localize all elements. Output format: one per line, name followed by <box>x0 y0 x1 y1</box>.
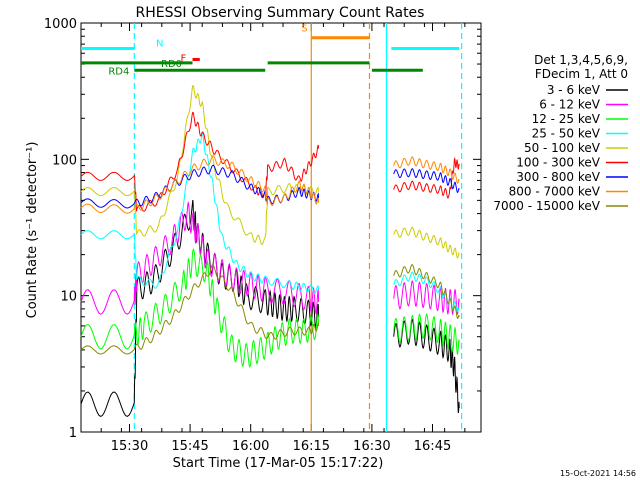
series-line <box>393 263 460 320</box>
y-tick-label: 10 <box>60 290 77 305</box>
series-line <box>80 84 320 245</box>
legend-header: FDecim 1, Att 0 <box>535 67 628 81</box>
flag-label: F <box>181 53 187 64</box>
series-line <box>393 168 460 194</box>
series-line <box>80 164 320 209</box>
series-line <box>393 313 460 356</box>
series-line <box>80 111 320 212</box>
y-tick-label: 1 <box>69 426 77 441</box>
x-tick-label: 16:30 <box>353 439 390 454</box>
x-tick-label: 15:45 <box>171 439 208 454</box>
flag-label: N <box>156 39 163 50</box>
legend-entry-label: 6 - 12 keV <box>539 98 601 112</box>
legend-entry-label: 7000 - 15000 keV <box>493 199 600 213</box>
x-tick-label: 16:00 <box>232 439 269 454</box>
series-line <box>80 130 320 295</box>
x-axis-label: Start Time (17-Mar-05 15:17:22) <box>173 456 384 471</box>
footer-date: 15-Oct-2021 14:56 <box>560 469 636 478</box>
x-tick-label: 16:45 <box>414 439 451 454</box>
legend-entry-label: 50 - 100 keV <box>524 141 601 155</box>
series-line <box>80 199 320 417</box>
chart-title: RHESSI Observing Summary Count Rates <box>136 5 425 21</box>
y-tick-label: 1000 <box>44 17 77 32</box>
series-line <box>393 156 460 184</box>
series-line <box>393 226 460 259</box>
series-line <box>80 248 320 368</box>
flag-label: S <box>301 24 307 35</box>
legend-entry-label: 3 - 6 keV <box>547 83 601 97</box>
flag-label: RD0 <box>161 59 182 70</box>
axes-frame <box>80 22 482 433</box>
x-tick-label: 16:15 <box>293 439 330 454</box>
y-axis-label: Count Rate (s⁻¹ detector⁻¹) <box>25 142 40 319</box>
series-line <box>393 157 460 199</box>
legend-header: Det 1,3,4,5,6,9, <box>534 53 628 67</box>
legend-entry-label: 100 - 300 keV <box>516 156 600 170</box>
y-tick-label: 100 <box>52 153 77 168</box>
series-line <box>80 155 320 214</box>
flag-label: RD4 <box>108 66 129 77</box>
plot-area: 1 10 100 1000 15:30 15:45 16:00 16:15 16:30 16:45… <box>44 17 482 454</box>
series-line <box>393 280 460 316</box>
legend-entry-label: 800 - 7000 keV <box>509 185 601 199</box>
series-line <box>80 264 320 355</box>
legend: Det 1,3,4,5,6,9,FDecim 1, Att 0 3 - 6 keV… <box>493 53 628 213</box>
x-tick-label: 15:30 <box>111 439 148 454</box>
legend-entry-label: 300 - 800 keV <box>516 170 600 184</box>
legend-entry-label: 12 - 25 keV <box>532 112 601 126</box>
legend-entry-label: 25 - 50 keV <box>532 127 601 141</box>
